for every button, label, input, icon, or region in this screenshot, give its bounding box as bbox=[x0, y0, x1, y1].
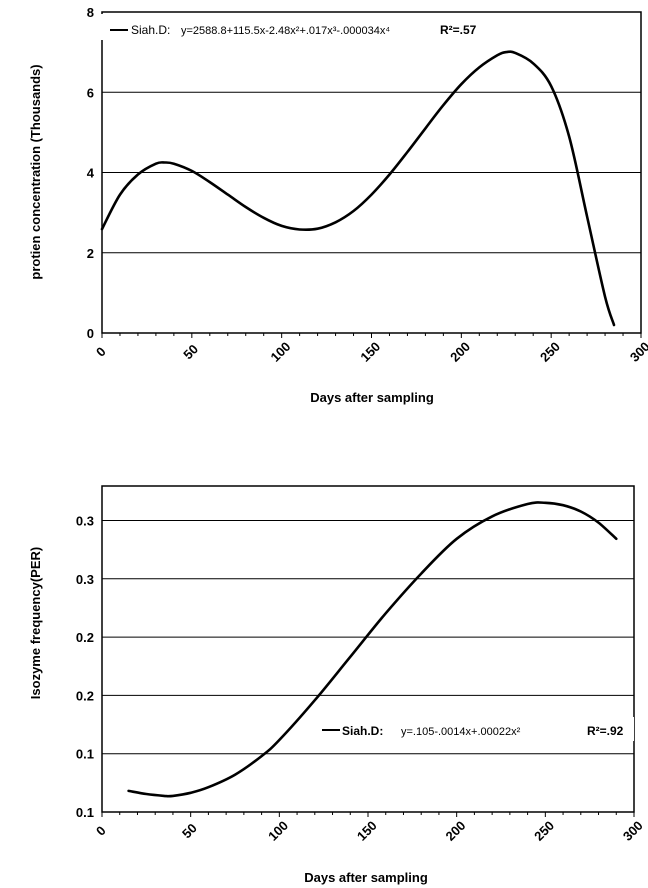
chart-2-legend: Siah.D: y=.105-.0014x+.00022x² R²=.92 bbox=[316, 717, 634, 741]
c1-y-tick-label: 0 bbox=[87, 326, 94, 341]
c2-x-tick-label: 200 bbox=[443, 818, 469, 844]
c1-x-tick-label: 0 bbox=[93, 344, 109, 360]
c1-y-tick-label: 8 bbox=[87, 5, 94, 20]
chart-1-series-line bbox=[100, 50, 616, 327]
chart-1-legend-series-name: Siah.D: bbox=[131, 23, 170, 37]
chart-2-legend-box bbox=[316, 717, 634, 741]
c2-y-tick-label: 0.1 bbox=[76, 805, 94, 820]
c2-y-tick-label: 0.1 bbox=[76, 747, 94, 762]
c2-y-tick-label: 0.3 bbox=[76, 572, 94, 587]
chart-1-gridlines bbox=[102, 11, 641, 254]
c1-x-tick-label: 200 bbox=[447, 339, 473, 365]
chart-1-legend-box bbox=[100, 14, 570, 40]
chart-2-x-axis-title: Days after sampling bbox=[304, 870, 428, 885]
chart-1-legend: Siah.D: y=2588.8+115.5x-2.48x²+.017x³-.0… bbox=[100, 14, 570, 40]
c2-x-tick-label: 50 bbox=[179, 820, 200, 841]
c2-x-tick-label: 100 bbox=[265, 818, 291, 844]
c1-y-tick-label: 4 bbox=[87, 166, 95, 181]
c1-x-tick-label: 150 bbox=[357, 339, 383, 365]
c1-x-tick-label: 300 bbox=[627, 339, 648, 365]
chart-1-legend-r2: R²=.57 bbox=[440, 23, 477, 37]
chart-2-legend-series-name: Siah.D: bbox=[342, 724, 383, 738]
c1-y-tick-label: 6 bbox=[87, 85, 94, 100]
c1-x-tick-label: 100 bbox=[268, 339, 294, 365]
c2-x-tick-label: 0 bbox=[93, 823, 109, 839]
c2-y-tick-label: 0.3 bbox=[76, 514, 94, 529]
chart-1-x-ticks: 0 50 100 150 200 250 300 bbox=[93, 333, 648, 365]
chart-2-legend-r2: R²=.92 bbox=[587, 724, 624, 738]
c2-x-tick-label: 150 bbox=[354, 818, 380, 844]
chart-2-plot-frame bbox=[101, 485, 635, 813]
chart-1-x-axis-title: Days after sampling bbox=[310, 390, 434, 405]
chart-1-y-axis-title: protien concentration (Thousands) bbox=[28, 64, 43, 279]
chart-1-legend-equation: y=2588.8+115.5x-2.48x²+.017x³-.000034x⁴ bbox=[181, 25, 390, 37]
chart-2-series-line bbox=[127, 501, 618, 798]
c2-x-tick-label: 250 bbox=[531, 818, 557, 844]
chart-2-x-ticks: 0 50 100 150 200 250 300 bbox=[93, 812, 646, 844]
c1-y-tick-label: 2 bbox=[87, 246, 94, 261]
chart-2-y-ticks: 0.1 0.1 0.2 0.2 0.3 0.3 bbox=[76, 514, 94, 821]
chart-2-gridlines bbox=[102, 520, 634, 755]
chart-2-legend-equation: y=.105-.0014x+.00022x² bbox=[401, 726, 521, 738]
c2-y-tick-label: 0.2 bbox=[76, 630, 94, 645]
chart-2-y-axis-title: Isozyme frequency(PER) bbox=[28, 547, 43, 699]
chart-1: 0 50 100 150 200 250 300 0 2 4 6 8 Siah.D: y=2588.… bbox=[28, 5, 648, 405]
c1-x-tick-label: 50 bbox=[180, 341, 201, 362]
chart-1-y-ticks: 0 2 4 6 8 bbox=[87, 5, 95, 341]
chart-2: 0 50 100 150 200 250 300 0.1 0.1 0.2 0.2 0.3 0.3 Si… bbox=[28, 485, 646, 885]
c1-x-tick-label: 250 bbox=[537, 339, 563, 365]
c2-y-tick-label: 0.2 bbox=[76, 688, 94, 703]
c2-x-tick-label: 300 bbox=[620, 818, 646, 844]
